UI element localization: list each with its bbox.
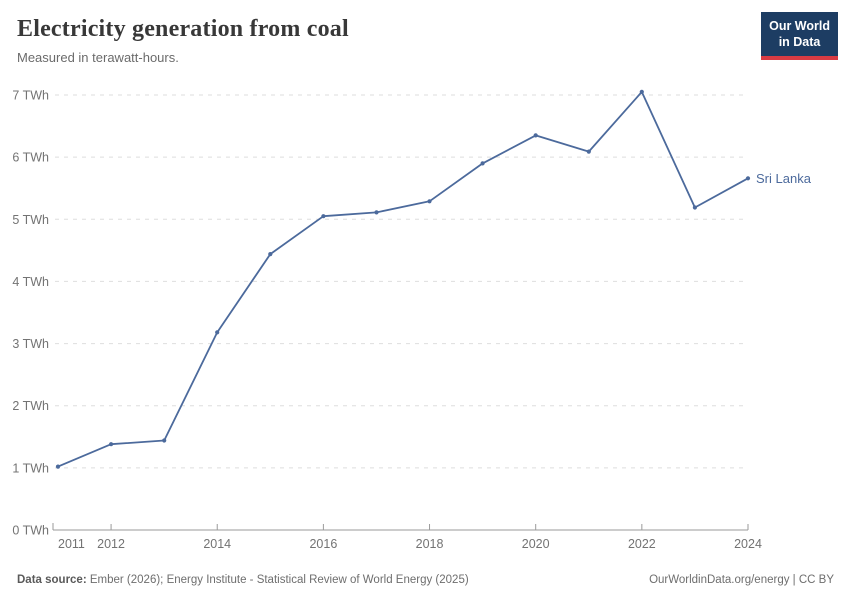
y-axis-tick-label: 0 TWh bbox=[12, 524, 49, 538]
chart-footer: Data source: Ember (2026); Energy Instit… bbox=[17, 574, 834, 586]
chart-subtitle: Measured in terawatt-hours. bbox=[17, 50, 179, 65]
y-axis-tick-label: 1 TWh bbox=[12, 461, 49, 475]
data-point bbox=[586, 149, 591, 154]
data-source-label: Data source: bbox=[17, 574, 87, 586]
data-point bbox=[215, 330, 220, 335]
y-axis-tick-label: 3 TWh bbox=[12, 337, 49, 351]
owid-logo-line1: Our World bbox=[769, 19, 830, 33]
x-axis-tick-label: 2020 bbox=[522, 537, 550, 551]
y-axis-tick-label: 7 TWh bbox=[12, 89, 49, 103]
page-title: Electricity generation from coal bbox=[17, 16, 349, 42]
data-point bbox=[109, 442, 114, 447]
data-point bbox=[745, 176, 751, 181]
credit-link: OurWorldinData.org/energy | CC BY bbox=[649, 574, 834, 586]
data-source-text: Ember (2026); Energy Institute - Statist… bbox=[86, 574, 469, 586]
data-point bbox=[533, 133, 538, 138]
x-axis-tick-label: 2024 bbox=[734, 537, 762, 551]
data-point bbox=[321, 214, 326, 219]
y-axis-tick-label: 2 TWh bbox=[12, 399, 49, 413]
data-point bbox=[268, 252, 273, 257]
owid-logo: Our World in Data bbox=[761, 12, 838, 60]
y-axis-tick-label: 5 TWh bbox=[12, 213, 49, 227]
data-point bbox=[374, 210, 379, 215]
owid-logo-line2: in Data bbox=[778, 35, 821, 50]
x-axis-tick-label: 2012 bbox=[97, 537, 125, 551]
y-axis-tick-label: 6 TWh bbox=[12, 151, 49, 165]
x-axis-tick-label: 2016 bbox=[309, 537, 337, 551]
x-axis-tick-label: 2022 bbox=[628, 537, 656, 551]
x-axis-tick-label: 2014 bbox=[203, 537, 231, 551]
x-axis-tick-label: 2011 bbox=[58, 537, 85, 551]
data-point bbox=[692, 205, 698, 210]
x-axis-tick-label: 2018 bbox=[416, 537, 444, 551]
data-point bbox=[162, 438, 167, 443]
data-point bbox=[427, 199, 432, 204]
data-point bbox=[639, 89, 644, 94]
series-label: Sri Lanka bbox=[756, 171, 812, 186]
data-point bbox=[480, 161, 485, 166]
data-source-note: Data source: Ember (2026); Energy Instit… bbox=[17, 574, 469, 586]
data-line bbox=[57, 91, 749, 468]
data-point bbox=[55, 464, 61, 469]
y-axis-tick-label: 4 TWh bbox=[12, 275, 49, 289]
